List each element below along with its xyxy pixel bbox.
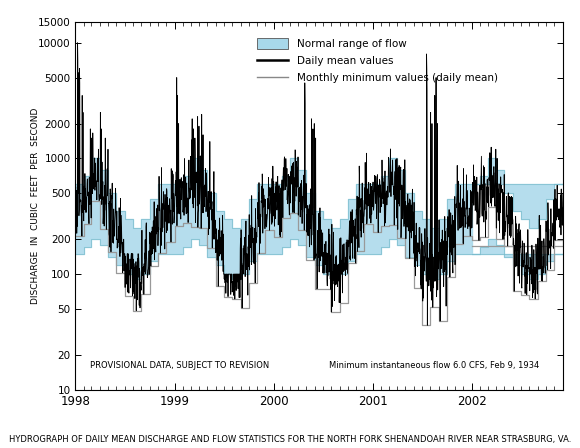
Daily mean values [567, 202, 574, 207]
Monthly minimum values (daily mean) [353, 260, 360, 266]
Y-axis label: DISCHARGE  IN  CUBIC  FEET  PER  SECOND: DISCHARGE IN CUBIC FEET PER SECOND [31, 108, 39, 304]
Monthly minimum values (daily mean) [469, 243, 476, 249]
Daily mean values [424, 323, 431, 328]
Monthly minimum values (daily mean) [72, 233, 79, 239]
Text: HYDROGRAPH OF DAILY MEAN DISCHARGE AND FLOW STATISTICS FOR THE NORTH FORK SHENAN: HYDROGRAPH OF DAILY MEAN DISCHARGE AND F… [9, 435, 571, 444]
Daily mean values [510, 236, 517, 241]
Monthly minimum values (daily mean) [559, 237, 566, 243]
Monthly minimum values (daily mean) [88, 198, 95, 203]
Daily mean values [423, 51, 430, 56]
Daily mean values [495, 181, 502, 186]
Monthly minimum values (daily mean) [212, 245, 219, 250]
Daily mean values [337, 258, 344, 263]
Legend: Normal range of flow, Daily mean values, Monthly minimum values (daily mean): Normal range of flow, Daily mean values,… [254, 35, 501, 86]
Daily mean values [158, 229, 165, 235]
Monthly minimum values (daily mean) [418, 286, 425, 291]
Daily mean values [464, 196, 471, 201]
Monthly minimum values (daily mean) [469, 238, 476, 243]
Daily mean values [74, 40, 81, 45]
Line: Monthly minimum values (daily mean): Monthly minimum values (daily mean) [75, 201, 563, 325]
Daily mean values [72, 192, 79, 197]
Monthly minimum values (daily mean) [418, 323, 425, 328]
Monthly minimum values (daily mean) [179, 220, 186, 225]
Text: Minimum instantaneous flow 6.0 CFS, Feb 9, 1934: Minimum instantaneous flow 6.0 CFS, Feb … [329, 361, 539, 370]
Text: PROVISIONAL DATA, SUBJECT TO REVISION: PROVISIONAL DATA, SUBJECT TO REVISION [90, 361, 269, 370]
Line: Daily mean values: Daily mean values [75, 43, 571, 325]
